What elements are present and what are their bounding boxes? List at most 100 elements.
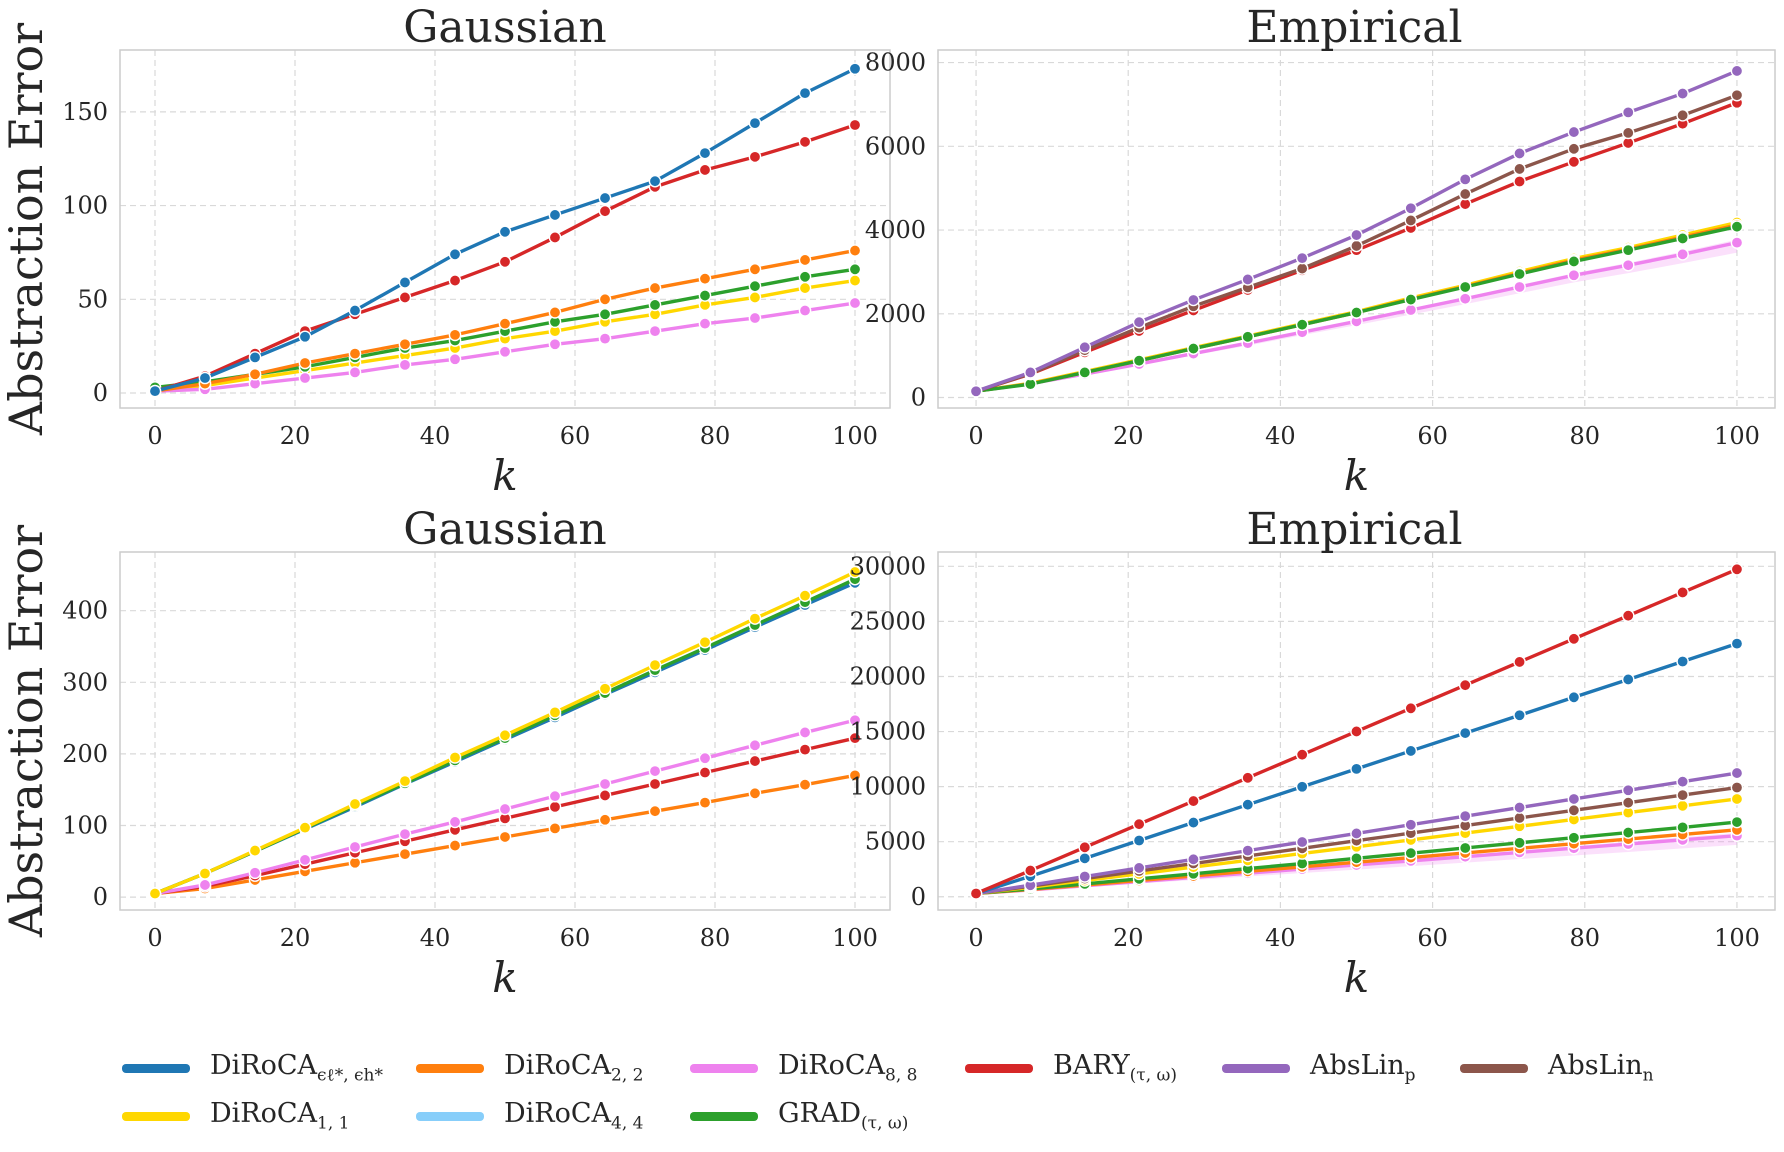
data-point — [1187, 853, 1200, 866]
legend-label-abslin-p: AbsLinp — [1310, 1050, 1416, 1086]
data-point — [1730, 64, 1744, 78]
data-point — [248, 844, 262, 857]
legend-swatch-diroca-8 — [690, 1063, 758, 1073]
data-point — [848, 769, 862, 782]
data-point — [398, 337, 412, 351]
data-point — [1567, 831, 1581, 845]
data-point — [448, 751, 462, 764]
y-axis-label: Abstraction Error — [0, 525, 53, 938]
data-point — [498, 317, 512, 330]
data-point — [398, 827, 412, 841]
y-axis-label: Abstraction Error — [0, 23, 53, 436]
y-tick-label: 100 — [62, 192, 108, 220]
x-axis-label: k — [492, 953, 517, 1002]
data-point — [1187, 816, 1200, 829]
data-point — [798, 253, 812, 267]
y-tick-label: 0 — [911, 883, 926, 911]
legend-swatch-diroca-eps — [122, 1063, 190, 1073]
data-point — [748, 786, 762, 800]
data-point — [548, 822, 562, 835]
data-point — [1295, 262, 1309, 275]
x-tick-label: 60 — [1417, 924, 1448, 952]
data-point — [1241, 844, 1255, 857]
x-tick-label: 0 — [968, 422, 983, 450]
data-point — [848, 118, 862, 132]
data-point — [448, 815, 462, 829]
data-point — [1350, 827, 1363, 840]
chart-panel-3: 0 20 40 60 80 100 0 100 200 300 400 Gaussian k Abstra… — [0, 504, 891, 1002]
data-point — [1132, 817, 1146, 831]
data-point — [848, 731, 862, 745]
data-point — [398, 291, 412, 304]
data-point — [848, 296, 862, 310]
data-point — [848, 565, 862, 579]
data-point — [298, 330, 312, 344]
y-tick-label: 50 — [77, 285, 108, 313]
legend-swatch-diroca-1 — [122, 1111, 190, 1121]
data-point — [1078, 841, 1092, 854]
y-tick-label: 10000 — [850, 773, 926, 801]
data-point — [1350, 239, 1363, 253]
y-tick-label: 5000 — [865, 828, 926, 856]
data-point — [1621, 243, 1635, 257]
series-diroca_8 — [148, 296, 862, 398]
chart-title: Empirical — [1246, 504, 1462, 555]
data-point — [1513, 708, 1526, 722]
data-point — [698, 272, 712, 285]
x-tick-label: 60 — [560, 422, 591, 450]
data-point — [1024, 864, 1037, 877]
data-point — [1567, 268, 1581, 282]
legend-label-bary: BARY(τ, ω) — [1053, 1050, 1178, 1086]
data-point — [1241, 330, 1255, 344]
data-point — [1567, 792, 1581, 806]
data-point — [398, 774, 412, 788]
data-point — [1621, 126, 1635, 140]
x-tick-label: 100 — [832, 422, 878, 450]
data-point — [1295, 251, 1309, 265]
data-point — [1350, 228, 1363, 242]
legend-item-diroca-1: DiRoCA1, 1 — [122, 1096, 349, 1136]
y-tick-label: 6000 — [865, 132, 926, 160]
data-point — [1567, 142, 1581, 156]
data-point — [398, 276, 412, 289]
data-point — [1132, 354, 1146, 367]
data-point — [698, 766, 712, 779]
data-point — [1730, 220, 1744, 233]
data-point — [748, 612, 762, 625]
data-point — [548, 306, 562, 319]
y-tick-label: 15000 — [850, 718, 926, 746]
data-point — [498, 830, 512, 844]
legend-label-diroca-1: DiRoCA1, 1 — [210, 1098, 350, 1134]
data-point — [1621, 796, 1635, 810]
y-tick-label: 4000 — [865, 216, 926, 244]
data-point — [448, 274, 462, 287]
data-point — [698, 635, 712, 649]
legend: DiRoCAϵℓ*, ϵh* DiRoCA2, 2 DiRoCA8, 8 BAR… — [0, 1010, 1784, 1150]
data-point — [969, 887, 983, 900]
data-point — [748, 291, 762, 304]
legend-swatch-diroca-4 — [416, 1111, 484, 1121]
data-point — [298, 371, 312, 385]
data-point — [798, 743, 812, 756]
legend-label-diroca-eps: DiRoCAϵℓ*, ϵh* — [210, 1050, 383, 1086]
data-point — [598, 789, 612, 802]
data-point — [1132, 315, 1146, 329]
data-point — [1513, 267, 1526, 281]
x-tick-label: 60 — [1417, 422, 1448, 450]
data-point — [798, 778, 812, 792]
data-point — [298, 853, 312, 867]
data-point — [1621, 106, 1635, 119]
data-point — [1730, 88, 1744, 102]
data-point — [1350, 762, 1363, 776]
plot-frame — [119, 551, 891, 911]
chart-panel-4: 0 20 40 60 80 100 0 5000 10000 15000 20000 25000 300… — [850, 504, 1776, 1002]
data-point — [969, 384, 983, 398]
data-point — [748, 116, 762, 130]
data-point — [1621, 258, 1635, 272]
data-point — [348, 347, 362, 360]
data-point — [698, 751, 712, 765]
data-point — [1458, 280, 1472, 294]
series-diroca_eps — [969, 637, 1744, 900]
data-point — [1458, 726, 1472, 740]
